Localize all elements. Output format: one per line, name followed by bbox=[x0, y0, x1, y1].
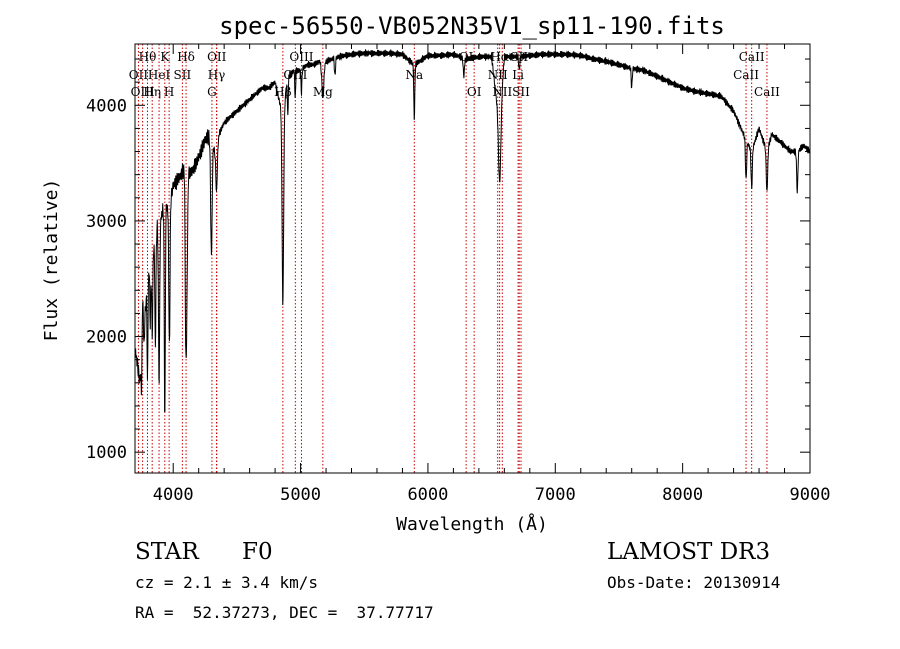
y-tick-label: 3000 bbox=[86, 212, 127, 232]
line-label-10: HeI bbox=[148, 68, 171, 82]
x-axis-ticks: 4000 5000 6000 7000 8000 9000 bbox=[153, 44, 831, 505]
line-label-8: CaII bbox=[739, 50, 765, 64]
x-tick-label: 9000 bbox=[790, 485, 831, 505]
x-tick-label: 5000 bbox=[280, 485, 321, 505]
x-axis-label: Wavelength (Å) bbox=[396, 513, 548, 535]
spectrum-line bbox=[134, 49, 811, 413]
line-label-21: G bbox=[207, 85, 217, 99]
line-label-24: OI bbox=[467, 85, 482, 99]
line-label-16: Li bbox=[512, 68, 524, 82]
y-tick-label: 4000 bbox=[86, 96, 127, 116]
line-label-9: OII bbox=[129, 68, 149, 82]
y-tick-label: 1000 bbox=[86, 443, 127, 463]
redshift-cz: cz = 2.1 ± 3.4 km/s bbox=[135, 573, 319, 592]
line-label-1: K bbox=[160, 50, 170, 64]
line-label-14: Na bbox=[405, 68, 423, 82]
x-tick-label: 6000 bbox=[407, 485, 448, 505]
line-label-18: OIII bbox=[131, 85, 155, 99]
coordinates: RA = 52.37273, DEC = 37.77717 bbox=[135, 603, 434, 622]
line-label-0: Hθ bbox=[139, 50, 157, 64]
object-class: STAR bbox=[135, 539, 199, 565]
line-label-12: Hγ bbox=[208, 68, 226, 82]
line-label-3: OII bbox=[207, 50, 227, 64]
y-axis-ticks: 1000 2000 3000 4000 bbox=[86, 58, 810, 463]
chart-title: spec-56550-VB052N35V1_sp11-190.fits bbox=[219, 12, 725, 40]
line-label-23: Mg bbox=[313, 85, 333, 99]
y-axis-label: Flux (relative) bbox=[41, 179, 62, 342]
line-label-19: Hη bbox=[143, 85, 161, 99]
x-tick-label: 4000 bbox=[153, 485, 194, 505]
line-label-4: OIII bbox=[289, 50, 313, 64]
object-subclass: F0 bbox=[242, 539, 273, 565]
plot-frame bbox=[134, 43, 811, 474]
x-tick-label: 7000 bbox=[535, 485, 576, 505]
line-label-26: SII bbox=[512, 85, 530, 99]
line-label-2: Hδ bbox=[177, 50, 195, 64]
survey-name: LAMOST DR3 bbox=[607, 539, 771, 565]
line-label-27: CaII bbox=[754, 85, 780, 99]
line-label-15: NII bbox=[488, 68, 508, 82]
line-label-20: H bbox=[164, 85, 174, 99]
observation-date: Obs-Date: 20130914 bbox=[607, 573, 781, 592]
line-label-11: SII bbox=[174, 68, 192, 82]
line-markers bbox=[137, 44, 768, 473]
x-tick-label: 8000 bbox=[662, 485, 703, 505]
y-tick-label: 2000 bbox=[86, 328, 127, 348]
line-label-17: CaII bbox=[733, 68, 759, 82]
